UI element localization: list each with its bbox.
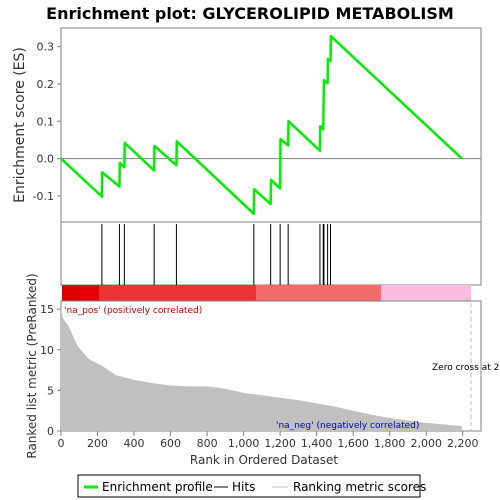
x-tick-label: 2,000 — [410, 437, 442, 450]
metric-axis-label: Ranked list metric (PreRanked) — [25, 273, 39, 458]
x-tick-label: 1,400 — [301, 437, 333, 450]
x-tick-label: 1,800 — [374, 437, 406, 450]
legend-profile-label: Enrichment profile — [102, 480, 213, 494]
es-axis-label: Enrichment score (ES) — [12, 47, 28, 203]
x-tick-label: 1,000 — [228, 437, 260, 450]
ranking-color-bar — [62, 285, 471, 301]
x-tick-label: 200 — [87, 437, 108, 450]
metric-y-tick-label: 0 — [47, 425, 54, 438]
metric-y-tick-label: 15 — [40, 303, 54, 316]
neg-correlated-label: 'na_neg' (negatively correlated) — [276, 421, 419, 431]
chart-title: Enrichment plot: GLYCEROLIPID METABOLISM — [46, 4, 454, 23]
x-axis-label: Rank in Ordered Dataset — [190, 453, 338, 467]
x-tick-label: 0 — [58, 437, 65, 450]
pos-correlated-label: 'na_pos' (positively correlated) — [64, 306, 202, 316]
x-tick-label: 2,200 — [447, 437, 479, 450]
ranking-metric-area — [61, 307, 462, 431]
metric-y-tick-label: 5 — [47, 384, 54, 397]
metric-y-tick-label: 10 — [40, 344, 54, 357]
es-y-tick-label: 0.2 — [37, 78, 55, 91]
x-tick-label: 400 — [124, 437, 145, 450]
x-tick-label: 600 — [160, 437, 181, 450]
zero-cross-label: Zero cross at 2 — [432, 363, 499, 373]
enrichment-profile-line — [60, 34, 463, 216]
x-tick-label: 1,200 — [264, 437, 296, 450]
legend-hits-label: Hits — [232, 480, 255, 494]
es-y-tick-label: -0.1 — [33, 190, 54, 203]
x-tick-label: 1,600 — [337, 437, 369, 450]
es-y-tick-label: 0.3 — [37, 41, 55, 54]
es-y-tick-label: 0.0 — [37, 153, 55, 166]
legend-metric-label: Ranking metric scores — [293, 480, 426, 494]
legend: Enrichment profile Hits Ranking metric s… — [77, 474, 426, 498]
x-tick-label: 800 — [197, 437, 218, 450]
legend-frame — [77, 474, 421, 498]
es-y-tick-label: 0.1 — [37, 115, 55, 128]
